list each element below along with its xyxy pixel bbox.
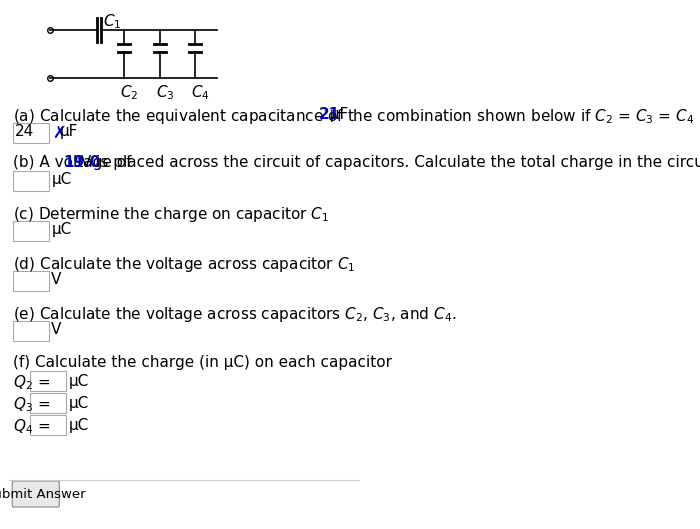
Text: V is placed across the circuit of capacitors. Calculate the total charge in the : V is placed across the circuit of capaci… [76, 155, 700, 170]
Text: μC: μC [69, 418, 89, 433]
FancyBboxPatch shape [13, 321, 49, 341]
Text: V: V [51, 272, 62, 287]
Text: Submit Answer: Submit Answer [0, 488, 86, 500]
Text: 19.0: 19.0 [63, 155, 100, 170]
Text: (d) Calculate the voltage across capacitor $C_1$: (d) Calculate the voltage across capacit… [13, 255, 356, 274]
Text: $C_2$: $C_2$ [120, 83, 139, 102]
Text: (a) Calculate the equivalent capacitance of the combination shown below if $C_2$: (a) Calculate the equivalent capacitance… [13, 107, 700, 126]
FancyBboxPatch shape [13, 171, 49, 191]
Text: V: V [51, 322, 62, 337]
FancyBboxPatch shape [13, 221, 49, 241]
Text: μC: μC [51, 222, 71, 237]
FancyBboxPatch shape [12, 481, 60, 507]
FancyBboxPatch shape [30, 393, 66, 413]
Text: $C_3$: $C_3$ [155, 83, 174, 102]
FancyBboxPatch shape [30, 415, 66, 435]
FancyBboxPatch shape [13, 271, 49, 291]
Text: $Q_3$ =: $Q_3$ = [13, 395, 50, 414]
Text: $Q_2$ =: $Q_2$ = [13, 373, 50, 391]
Text: $C_1$: $C_1$ [103, 12, 121, 31]
Text: $C_4$: $C_4$ [190, 83, 209, 102]
Text: μC: μC [69, 374, 89, 389]
Text: 24: 24 [15, 124, 34, 139]
Text: μC: μC [51, 172, 71, 187]
FancyBboxPatch shape [13, 123, 49, 143]
Text: (b) A voltage of: (b) A voltage of [13, 155, 137, 170]
Text: (f) Calculate the charge (in μC) on each capacitor: (f) Calculate the charge (in μC) on each… [13, 355, 392, 370]
Text: $Q_4$ =: $Q_4$ = [13, 417, 50, 436]
Text: μC: μC [69, 396, 89, 411]
Text: (e) Calculate the voltage across capacitors $C_2$, $C_3$, and $C_4$.: (e) Calculate the voltage across capacit… [13, 305, 457, 324]
FancyBboxPatch shape [30, 371, 66, 391]
Text: μF: μF [326, 107, 349, 122]
Text: μF: μF [60, 124, 78, 139]
Text: (c) Determine the charge on capacitor $C_1$: (c) Determine the charge on capacitor $C… [13, 205, 330, 224]
Text: 21: 21 [318, 107, 340, 122]
Text: ✗: ✗ [52, 124, 66, 142]
